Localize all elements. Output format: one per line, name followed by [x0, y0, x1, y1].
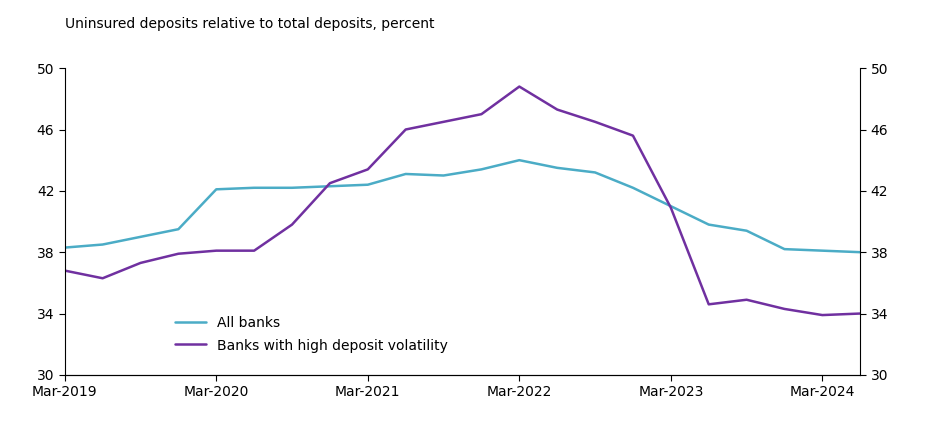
- Banks with high deposit volatility: [438, 119, 450, 124]
- Banks with high deposit volatility: [665, 205, 676, 210]
- Banks with high deposit volatility: [59, 268, 70, 273]
- All banks: [211, 187, 222, 192]
- All banks: [741, 228, 752, 233]
- All banks: [401, 171, 412, 176]
- Banks with high deposit volatility: [703, 302, 714, 307]
- Banks with high deposit volatility: [551, 107, 562, 112]
- All banks: [817, 248, 828, 253]
- All banks: [287, 185, 298, 190]
- Banks with high deposit volatility: [287, 222, 298, 227]
- All banks: [438, 173, 450, 178]
- All banks: [135, 234, 146, 239]
- All banks: [627, 185, 638, 190]
- Banks with high deposit volatility: [363, 167, 374, 172]
- All banks: [475, 167, 487, 172]
- Banks with high deposit volatility: [135, 260, 146, 265]
- Banks with high deposit volatility: [627, 133, 638, 138]
- All banks: [665, 204, 676, 209]
- All banks: [59, 245, 70, 250]
- Banks with high deposit volatility: [249, 248, 260, 253]
- Banks with high deposit volatility: [589, 119, 600, 124]
- Banks with high deposit volatility: [817, 313, 828, 318]
- Banks with high deposit volatility: [325, 181, 336, 186]
- All banks: [97, 242, 108, 247]
- All banks: [703, 222, 714, 227]
- Banks with high deposit volatility: [855, 311, 866, 316]
- Banks with high deposit volatility: [741, 297, 752, 302]
- All banks: [173, 227, 184, 232]
- Text: Uninsured deposits relative to total deposits, percent: Uninsured deposits relative to total dep…: [65, 17, 434, 31]
- Line: Banks with high deposit volatility: Banks with high deposit volatility: [65, 86, 860, 315]
- Banks with high deposit volatility: [173, 251, 184, 256]
- All banks: [513, 158, 524, 163]
- All banks: [589, 170, 600, 175]
- Banks with high deposit volatility: [401, 127, 412, 132]
- Banks with high deposit volatility: [779, 306, 790, 311]
- All banks: [325, 184, 336, 189]
- Legend: All banks, Banks with high deposit volatility: All banks, Banks with high deposit volat…: [175, 316, 448, 353]
- All banks: [779, 247, 790, 252]
- Banks with high deposit volatility: [97, 276, 108, 281]
- Banks with high deposit volatility: [513, 84, 524, 89]
- Line: All banks: All banks: [65, 160, 860, 252]
- All banks: [855, 250, 866, 255]
- Banks with high deposit volatility: [211, 248, 222, 253]
- All banks: [551, 165, 562, 170]
- All banks: [249, 185, 260, 190]
- All banks: [363, 182, 374, 187]
- Banks with high deposit volatility: [475, 112, 487, 117]
